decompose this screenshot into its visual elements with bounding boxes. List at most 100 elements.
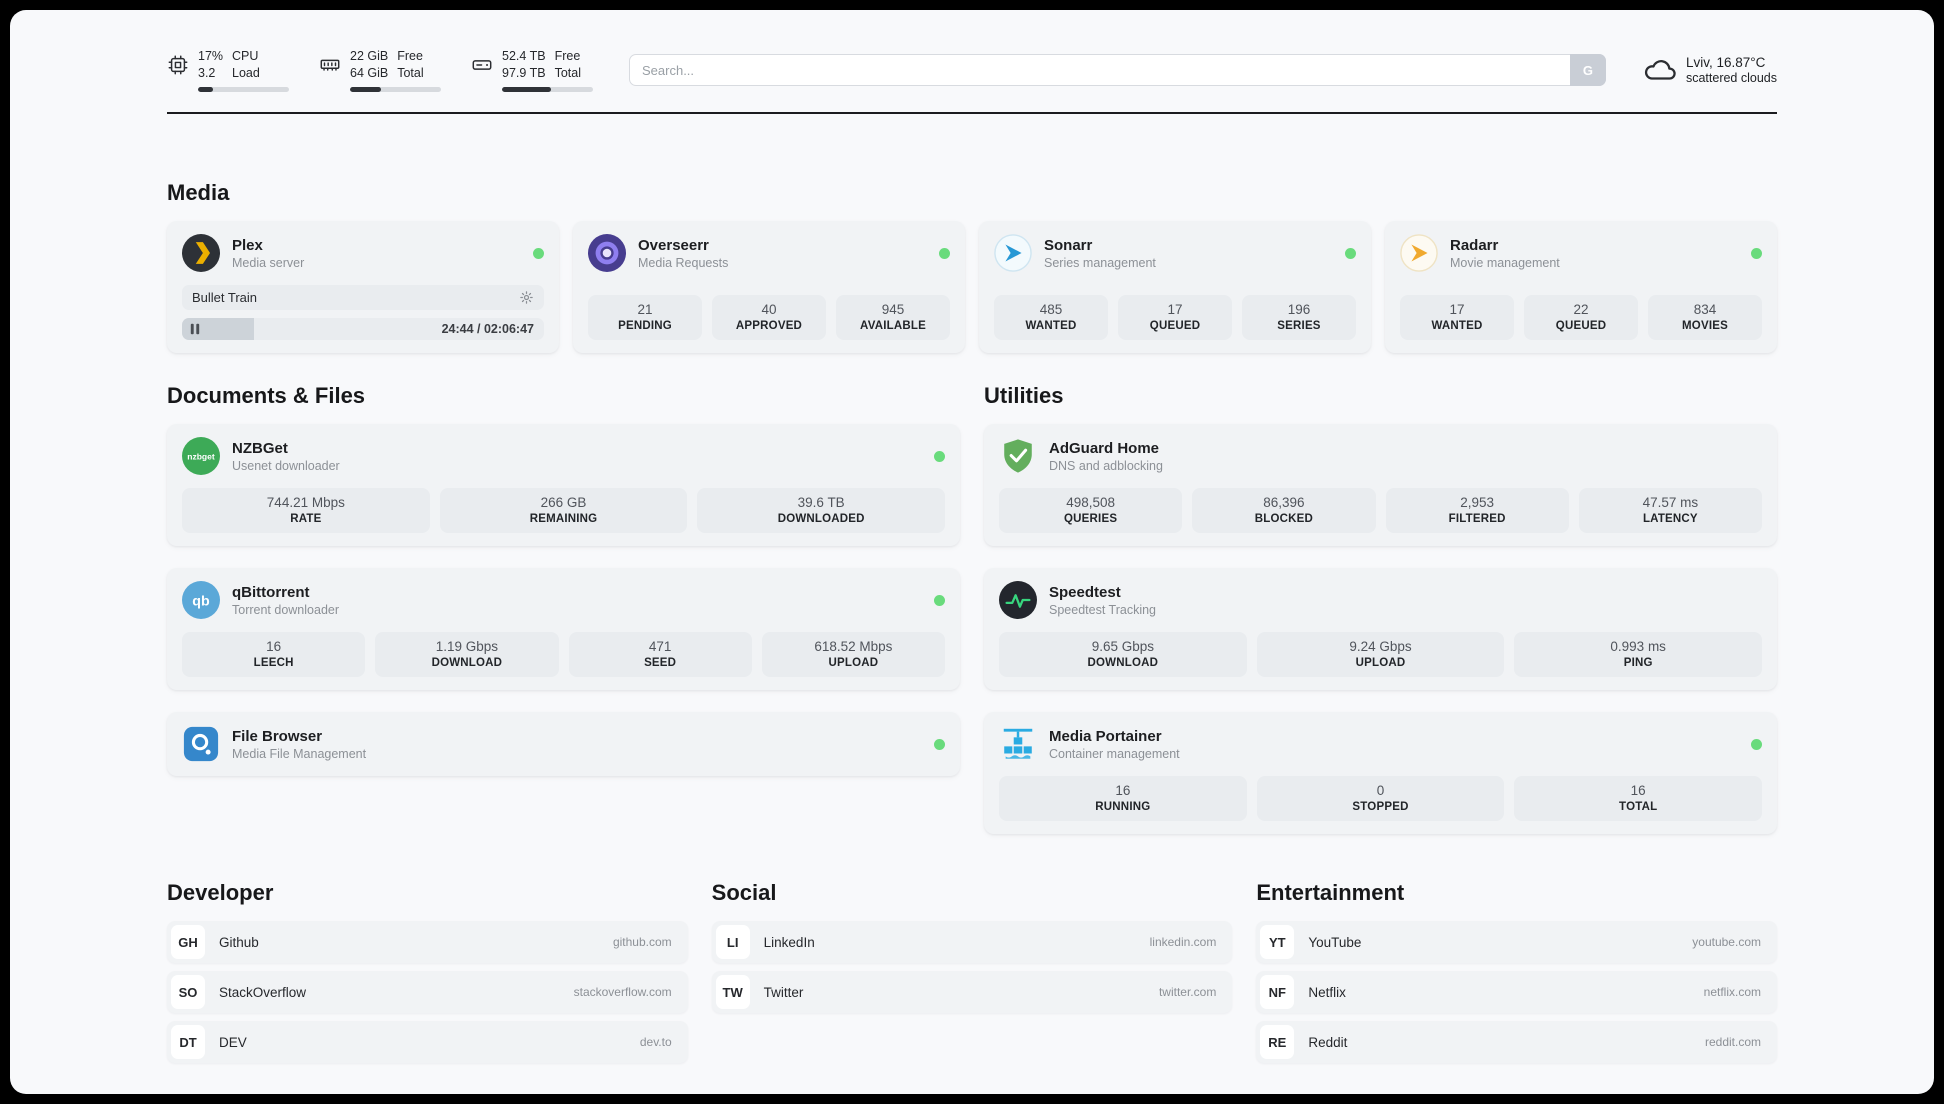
- bookmark-list: GH Github github.com SO StackOverflow stackov…: [167, 921, 688, 1063]
- media-grid: Plex Media server Bullet Train: [167, 221, 1777, 353]
- app-card-speedtest[interactable]: Speedtest Speedtest Tracking 9.65 Gbps DO…: [984, 568, 1777, 690]
- app-name: Plex: [232, 236, 263, 254]
- bookmark-item[interactable]: GH Github github.com: [167, 921, 688, 963]
- stat-tile: 498,508 QUERIES: [999, 488, 1183, 533]
- app-name: Speedtest: [1049, 583, 1121, 601]
- bookmark-abbr-badge: SO: [171, 975, 205, 1009]
- adguard-icon: [999, 437, 1037, 475]
- app-card-sonarr[interactable]: Sonarr Series management 485 WANTED 17 QUEU…: [979, 221, 1371, 353]
- stat-tile: 16 RUNNING: [999, 776, 1247, 821]
- app-name: AdGuard Home: [1049, 439, 1160, 457]
- app-subtitle: Media Requests: [638, 255, 729, 270]
- bookmark-item[interactable]: SO StackOverflow stackoverflow.com: [167, 971, 688, 1013]
- stat-value: 485: [1039, 302, 1063, 317]
- stat-tile: 39.6 TB DOWNLOADED: [697, 488, 946, 533]
- app-card-radarr[interactable]: Radarr Movie management 17 WANTED 22 QUEUED…: [1385, 221, 1777, 353]
- bookmark-abbr-badge: LI: [715, 925, 750, 959]
- app-card-adguard[interactable]: AdGuard Home DNS and adblocking 498,508 Q…: [984, 424, 1777, 546]
- stat-label: PING: [1623, 657, 1653, 669]
- app-card-qbittorrent[interactable]: qb qBittorrent Torrent downloader 16 LEEC…: [167, 568, 960, 690]
- stat-value: 47.57 ms: [1642, 495, 1699, 510]
- stat-value: 9.24 Gbps: [1349, 639, 1412, 654]
- stat-tile: 0.993 ms PING: [1514, 632, 1763, 677]
- bookmark-url: linkedin.com: [1149, 935, 1217, 949]
- bookmark-name: Twitter: [763, 984, 804, 1000]
- stat-value: 22: [1573, 302, 1589, 317]
- section-title-media: Media: [167, 180, 230, 205]
- stat-value: 0.993 ms: [1610, 639, 1666, 654]
- bookmark-name: StackOverflow: [219, 984, 307, 1000]
- bookmark-item[interactable]: NF Netflix netflix.com: [1256, 971, 1777, 1013]
- playback-progress-bar[interactable]: 24:44 / 02:06:47: [182, 318, 544, 340]
- qbittorrent-icon: qb: [182, 581, 220, 619]
- stat-label: RATE: [290, 513, 322, 525]
- app-card-filebrowser[interactable]: File Browser Media File Management: [167, 712, 960, 776]
- app-subtitle: DNS and adblocking: [1049, 458, 1163, 473]
- app-card-portainer[interactable]: Media Portainer Container management 16 R…: [984, 712, 1777, 834]
- section-title-documents: Documents & Files: [167, 383, 366, 408]
- bookmark-item[interactable]: TW Twitter twitter.com: [711, 971, 1233, 1013]
- documents-section: Documents & Files nzbget NZBGet Usenet d…: [167, 353, 960, 834]
- playback-time: 24:44 / 02:06:47: [441, 322, 534, 336]
- bookmark-name: Netflix: [1308, 984, 1346, 1000]
- svg-text:nzbget: nzbget: [187, 451, 215, 461]
- stat-label: RUNNING: [1095, 801, 1151, 813]
- stat-value: 40: [761, 302, 777, 317]
- search-engine-button[interactable]: G: [1569, 54, 1606, 86]
- stat-value: 945: [881, 302, 905, 317]
- cpu-label-top: CPU: [232, 49, 259, 64]
- cloud-icon: [1642, 53, 1676, 87]
- bookmark-item[interactable]: DT DEV dev.to: [167, 1021, 688, 1063]
- status-dot: [934, 594, 945, 606]
- stat-label: LATENCY: [1642, 513, 1698, 525]
- app-stats: 16 RUNNING 0 STOPPED 16 TOTAL: [999, 776, 1763, 821]
- stat-tile: 9.24 Gbps UPLOAD: [1256, 632, 1505, 677]
- app-card-nzbget[interactable]: nzbget NZBGet Usenet downloader 744.21 M…: [167, 424, 960, 546]
- app-card-overseerr[interactable]: Overseerr Media Requests 21 PENDING 40 APPR…: [573, 221, 965, 353]
- bookmark-url: twitter.com: [1158, 985, 1217, 999]
- system-stats-group: 17% 3.2 CPU Load: [167, 48, 593, 92]
- bookmark-name: DEV: [219, 1034, 247, 1050]
- app-name: Overseerr: [638, 236, 709, 254]
- stat-label: STOPPED: [1352, 801, 1409, 813]
- bookmark-item[interactable]: LI LinkedIn linkedin.com: [711, 921, 1233, 963]
- bookmark-name: LinkedIn: [763, 934, 815, 950]
- overseerr-icon: [588, 234, 626, 272]
- stat-tile: 2,953 FILTERED: [1385, 488, 1569, 533]
- bookmark-group-social: Social LI LinkedIn linkedin.com TW Twitter tw…: [711, 880, 1233, 1071]
- bookmark-abbr-badge: GH: [171, 925, 205, 959]
- stat-value: 1.19 Gbps: [435, 639, 499, 654]
- stat-tile: 618.52 Mbps UPLOAD: [761, 632, 945, 677]
- app-name: NZBGet: [232, 439, 288, 457]
- playback-progress-fill: [182, 318, 255, 340]
- stat-label: UPLOAD: [828, 657, 879, 669]
- pause-icon[interactable]: [190, 323, 200, 335]
- ram-icon: [319, 54, 341, 76]
- bookmark-item[interactable]: RE Reddit reddit.com: [1256, 1021, 1777, 1063]
- media-section: Media Plex Media server: [167, 180, 1777, 353]
- stat-value: 471: [648, 639, 672, 654]
- status-dot: [934, 450, 945, 462]
- topbar: 17% 3.2 CPU Load: [167, 44, 1777, 96]
- app-subtitle: Series management: [1044, 255, 1156, 270]
- weather-location: Lviv, 16.87°C: [1685, 55, 1766, 70]
- app-card-plex[interactable]: Plex Media server Bullet Train: [167, 221, 559, 353]
- stat-value: 196: [1287, 302, 1311, 317]
- bookmark-url: reddit.com: [1704, 1035, 1761, 1049]
- stat-tile: 196 SERIES: [1242, 295, 1356, 340]
- ram-label-top: Free: [397, 49, 423, 64]
- ram-label-bottom: Total: [397, 65, 424, 80]
- gear-icon[interactable]: [519, 290, 534, 305]
- search-input[interactable]: [629, 54, 1606, 86]
- plex-icon: [182, 234, 220, 272]
- bookmark-item[interactable]: YT YouTube youtube.com: [1256, 921, 1777, 963]
- stat-label: DOWNLOAD: [1087, 657, 1159, 669]
- stat-value: 618.52 Mbps: [814, 639, 893, 654]
- stat-value: 9.65 Gbps: [1091, 639, 1154, 654]
- cpu-progress-bar: [198, 86, 289, 92]
- topbar-divider: [167, 112, 1777, 114]
- section-title-entertainment: Entertainment: [1256, 880, 1405, 905]
- status-dot: [939, 247, 950, 259]
- stat-value: 266 GB: [540, 495, 587, 510]
- bookmark-group-entertainment: Entertainment YT YouTube youtube.com NF Netf…: [1256, 880, 1777, 1071]
